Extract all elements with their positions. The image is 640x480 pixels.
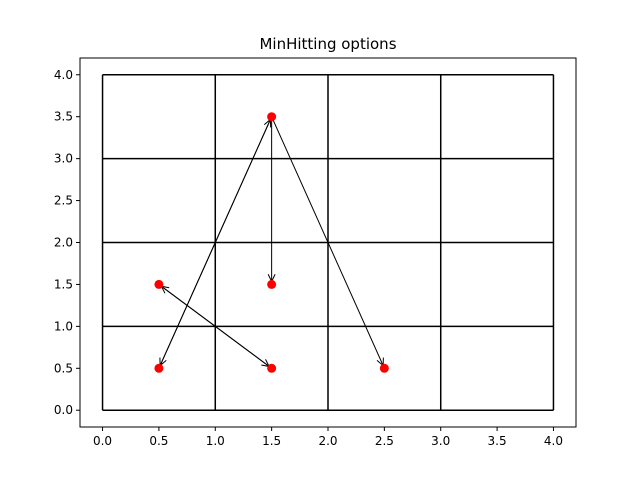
y-tick-label: 2.5 <box>54 194 73 208</box>
chart-title: MinHitting options <box>259 35 396 53</box>
data-point <box>267 363 277 373</box>
y-tick-label: 1.0 <box>54 319 73 333</box>
y-axis-ticks: 0.0 0.5 1.0 1.5 2.0 2.5 3.0 3.5 4.0 <box>54 68 80 417</box>
arrow-shaft <box>158 119 271 369</box>
arrows <box>158 116 384 369</box>
data-points <box>154 112 389 373</box>
x-tick-label: 2.0 <box>318 434 337 448</box>
arrow-shaft <box>271 116 384 366</box>
x-tick-label: 3.0 <box>431 434 450 448</box>
x-tick-label: 4.0 <box>544 434 563 448</box>
y-tick-label: 0.0 <box>54 403 73 417</box>
data-point <box>154 363 164 373</box>
y-tick-label: 1.5 <box>54 277 73 291</box>
data-point <box>154 279 164 289</box>
y-tick-label: 3.5 <box>54 110 73 124</box>
x-tick-label: 0.5 <box>149 434 168 448</box>
x-axis-ticks: 0.0 0.5 1.0 1.5 2.0 2.5 3.0 3.5 4.0 <box>93 427 563 448</box>
data-point <box>267 279 277 289</box>
x-tick-label: 2.5 <box>375 434 394 448</box>
y-tick-label: 3.0 <box>54 152 73 166</box>
x-tick-label: 1.0 <box>206 434 225 448</box>
x-tick-label: 3.5 <box>488 434 507 448</box>
arrow-shaft <box>161 285 272 369</box>
x-tick-label: 1.5 <box>262 434 281 448</box>
data-point <box>379 363 389 373</box>
y-tick-label: 2.0 <box>54 236 73 250</box>
data-point <box>267 112 277 122</box>
x-tick-label: 0.0 <box>93 434 112 448</box>
y-tick-label: 0.5 <box>54 361 73 375</box>
y-tick-label: 4.0 <box>54 68 73 82</box>
